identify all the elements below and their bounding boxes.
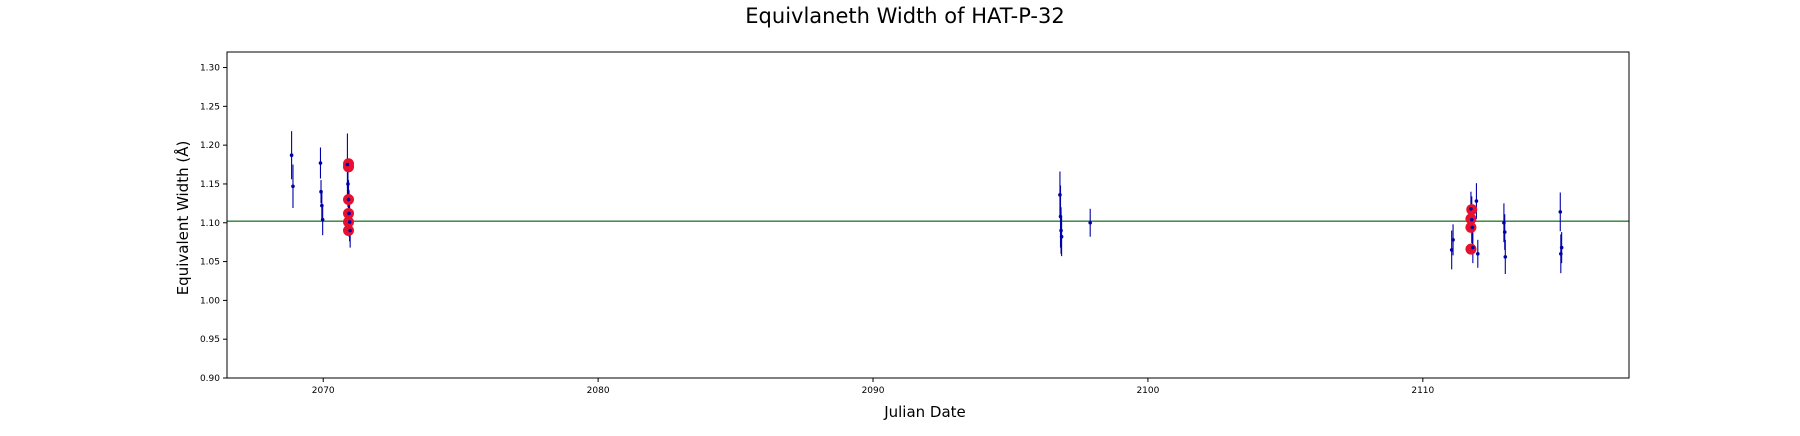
y-tick-label: 1.15 [200, 180, 220, 190]
data-point [1088, 220, 1092, 225]
y-tick-label: 0.95 [200, 335, 220, 345]
data-point [319, 189, 323, 194]
y-tick-label: 1.05 [200, 258, 220, 268]
data-point [1502, 220, 1506, 225]
data-point [1469, 206, 1473, 211]
data-point [1476, 252, 1480, 256]
y-tick-label: 1.00 [200, 296, 220, 306]
x-tick-label: 2110 [1411, 386, 1434, 396]
x-tick-label: 2100 [1136, 386, 1159, 396]
chart-title: Equivlaneth Width of HAT-P-32 [745, 4, 1064, 28]
data-point [1558, 210, 1563, 214]
highlight-point [1465, 243, 1477, 255]
data-point [347, 211, 351, 216]
errorbar-layer [291, 131, 1563, 274]
data-point [1451, 238, 1455, 242]
data-point [289, 153, 294, 158]
data-point [1559, 252, 1563, 256]
data-point [320, 217, 325, 222]
y-tick-label: 1.10 [200, 219, 220, 229]
y-tick-label: 0.90 [200, 374, 220, 384]
data-point [347, 220, 352, 224]
highlight-layer [343, 158, 1478, 255]
data-point [1470, 225, 1475, 230]
data-point [1058, 214, 1063, 219]
data-point [348, 228, 352, 233]
data-point [1474, 199, 1479, 203]
y-tick-label: 1.25 [200, 102, 220, 112]
data-point [1059, 228, 1063, 233]
data-point [346, 182, 350, 186]
x-tick-label: 2070 [312, 386, 335, 396]
x-axis-label: Julian Date [883, 403, 966, 421]
y-tick-label: 1.30 [200, 64, 220, 74]
data-point [291, 184, 295, 189]
y-tick-label: 1.20 [200, 141, 220, 151]
axes: 2070 2080 2090 2100 2110 0.90 0.95 1.00 1.05 1.10… [200, 51, 1630, 396]
plot-frame [226, 51, 1630, 379]
point-layer [289, 153, 1564, 259]
data-point [1469, 217, 1474, 222]
data-point [1503, 255, 1508, 259]
data-point [318, 161, 323, 165]
x-tick-label: 2090 [862, 386, 885, 396]
data-point [1449, 248, 1454, 252]
data-point [1502, 230, 1507, 234]
data-point [320, 203, 324, 208]
highlight-point [343, 161, 355, 173]
data-point [346, 197, 351, 202]
y-axis-label: Equivalent Width (Å) [173, 141, 192, 296]
data-point [1059, 234, 1064, 239]
data-point [1471, 245, 1475, 250]
data-point [345, 162, 350, 167]
data-point [1058, 193, 1062, 197]
data-point [1559, 245, 1564, 250]
x-tick-label: 2080 [587, 386, 610, 396]
